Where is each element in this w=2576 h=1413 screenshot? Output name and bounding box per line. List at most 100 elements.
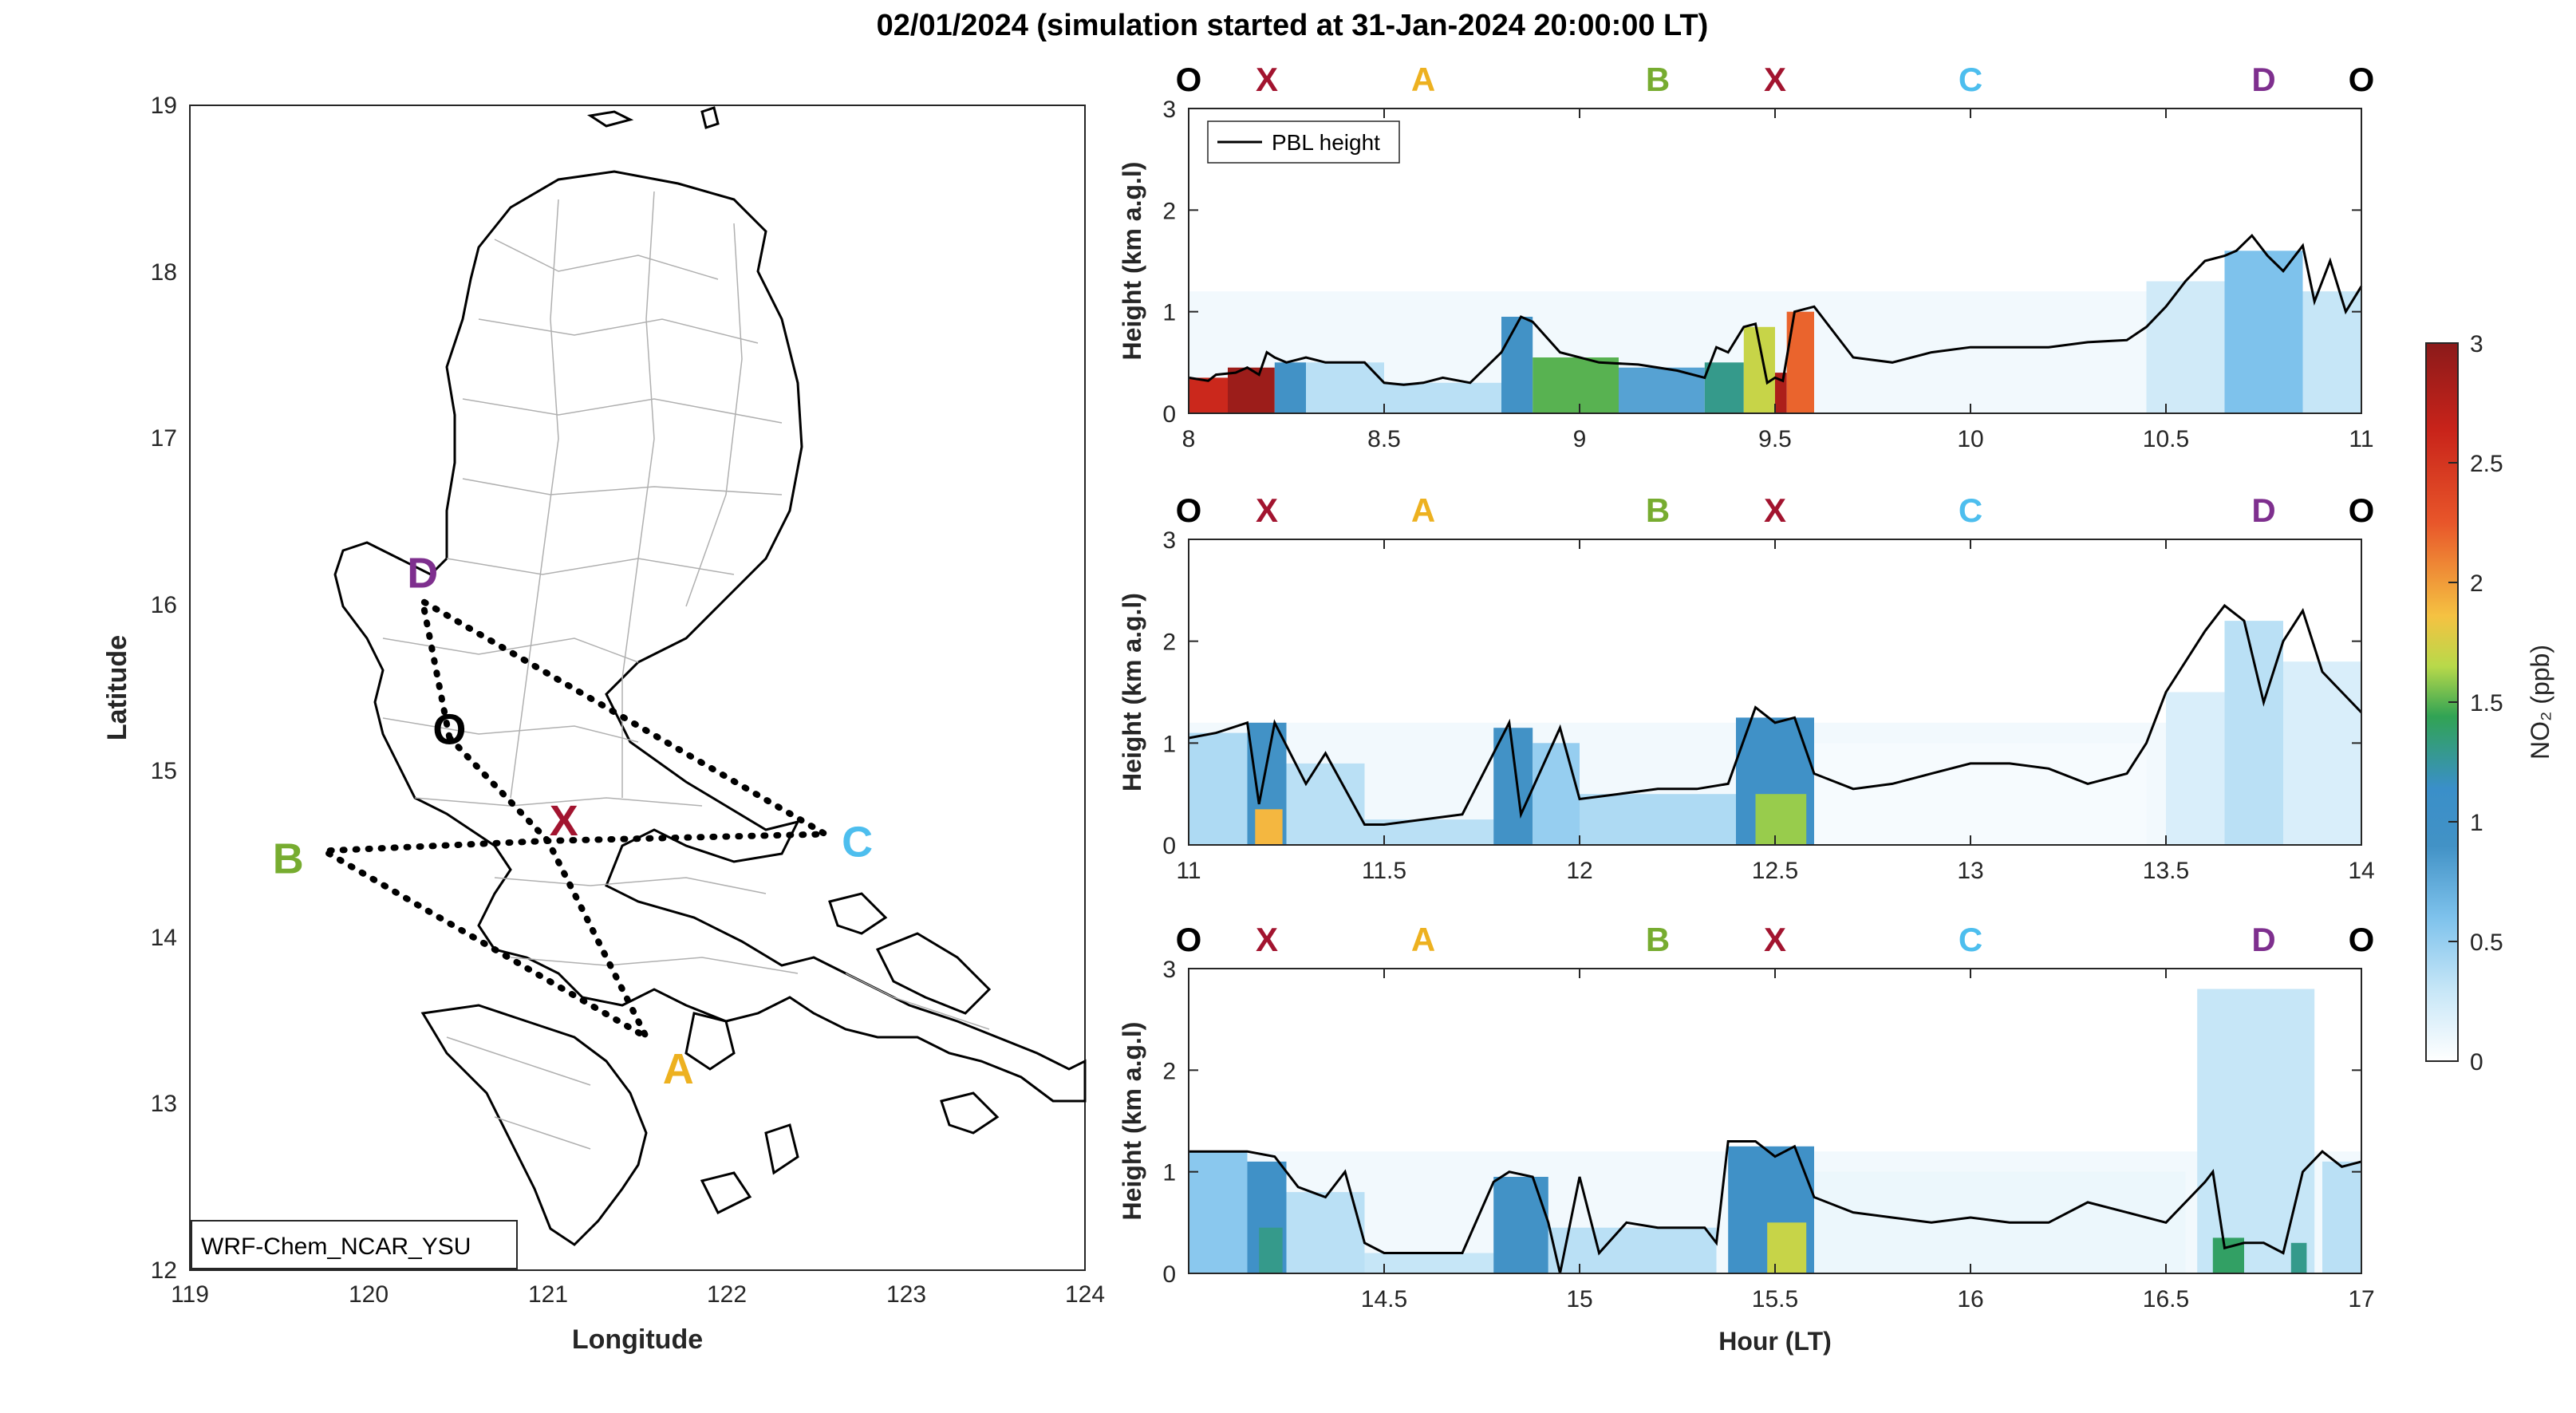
x-tick-label: 11.5 [1362,858,1406,884]
y-tick-label: 2 [1162,1058,1176,1084]
y-tick-label: 1 [1162,1160,1176,1186]
no2-cell [1189,377,1228,413]
map-ytick-label: 18 [151,259,177,286]
map-xticks: 119 120 121 122 123 124 [171,1281,1105,1308]
flight-track-line [313,594,837,1046]
model-label: WRF-Chem_NCAR_YSU [201,1233,471,1260]
pbl-height-line [1188,233,2363,386]
y-tick-label: 0 [1162,1261,1176,1288]
x-axis-label: Hour (LT) [1718,1327,1832,1356]
waypoint-label-x: X [1764,61,1786,98]
waypoint-label-b: B [1646,61,1670,98]
profile-panel-1: 8 8.5 9 9.5 10 10.5 11 0 1 2 3 Height (km a.g.l) O X A… [1118,61,2374,452]
x-tick-label: 13 [1957,858,1983,884]
map-ytick-label: 16 [151,592,177,618]
map-xtick-label: 124 [1065,1281,1105,1308]
no2-cell [1767,1222,1807,1273]
map-point-labels: O X A B C D [273,550,873,1094]
no2-cell [1814,1171,2186,1273]
y-tick-label: 3 [1162,957,1176,983]
waypoint-label-o: O [1176,61,1202,98]
waypoint-label-x: X [1256,921,1278,958]
colorbar-tick-label: 1.5 [2470,690,2503,716]
map-ytick-label: 17 [151,425,177,452]
colorbar: 0 0.5 1 1.5 2 2.5 3 NO₂ (ppb) [2425,331,2554,1076]
x-tick-label: 14 [2348,858,2374,884]
x-tick-label: 13.5 [2143,858,2189,884]
map-axes-box [189,105,1086,1271]
waypoint-label-a: A [1411,491,1435,529]
legend-label: PBL height [1272,130,1380,155]
no2-cell [1255,809,1283,845]
y-axis-label: Height (km a.g.l) [1118,593,1146,791]
x-tick-label: 12 [1566,858,1592,884]
x-tick-label: 12.5 [1752,858,1798,884]
x-tick-label: 10 [1957,426,1983,452]
waypoint-label-o: O [2349,491,2375,529]
map-xtick-label: 122 [707,1281,747,1308]
no2-cell [1286,763,1365,845]
colorbar-tick-label: 2.5 [2470,451,2503,477]
waypoint-label-c: C [1959,921,1982,958]
waypoint-label-c: C [1959,491,1982,529]
no2-cell [2283,661,2361,845]
waypoint-label-a: A [1411,921,1435,958]
map-point-label-d: D [407,550,438,598]
x-tick-label: 9.5 [1758,426,1792,452]
map-point-label-b: B [273,835,304,882]
no2-cell [1384,382,1501,413]
y-tick-label: 2 [1162,630,1176,656]
waypoint-label-o: O [2349,61,2375,98]
waypoint-label-x: X [1764,921,1786,958]
no2-cell [2224,251,2303,413]
waypoint-label-d: D [2251,491,2275,529]
no2-cell [2302,291,2361,413]
x-tick-label: 16 [1957,1286,1983,1312]
no2-cell [1364,1253,1494,1273]
map-ytick-label: 12 [151,1257,177,1284]
figure-title: 02/01/2024 (simulation started at 31-Jan… [877,9,1709,42]
y-tick-label: 2 [1162,198,1176,224]
no2-cell [1704,362,1744,413]
no2-cell [2224,621,2283,845]
map-yticks: 12 13 14 15 16 17 18 19 [151,93,177,1284]
map-ytick-label: 14 [151,925,177,951]
x-tick-label: 16.5 [2143,1286,2189,1312]
no2-cell [1501,317,1533,413]
no2-cell [2197,989,2315,1273]
colorbar-ticks: 0 0.5 1 1.5 2 2.5 3 [2448,331,2503,1076]
waypoint-label-o: O [2349,921,2375,958]
map-landmass [333,106,1087,1246]
pbl-height-line [1189,1140,2362,1274]
map-point-label-x: X [550,797,578,845]
map-point-label-a: A [663,1045,694,1093]
y-tick-label: 0 [1162,833,1176,859]
y-tick-label: 1 [1162,300,1176,326]
map-ytick-label: 15 [151,758,177,784]
no2-cell [1533,743,1580,845]
waypoint-label-d: D [2251,921,2275,958]
colorbar-tick-label: 3 [2470,331,2483,357]
waypoint-label-c: C [1959,61,1982,98]
waypoint-label-a: A [1411,61,1435,98]
colorbar-tick-label: 0 [2470,1049,2483,1076]
map-panel: O X A B C D 119 120 121 122 123 124 12 13 14 … [102,93,1105,1355]
waypoint-label-d: D [2251,61,2275,98]
map-xtick-label: 121 [528,1281,568,1308]
x-tick-label: 14.5 [1361,1286,1407,1312]
no2-cell [1548,1227,1717,1273]
map-point-label-c: C [842,819,873,866]
waypoint-label-o: O [1176,491,1202,529]
colorbar-label: NO₂ (ppb) [2526,645,2554,760]
map-xtick-label: 119 [171,1281,209,1308]
no2-cell [2322,1161,2361,1273]
x-tick-label: 8.5 [1367,426,1401,452]
no2-cell [1189,732,1248,845]
waypoint-label-b: B [1646,491,1670,529]
y-tick-label: 3 [1162,97,1176,123]
no2-cell [1775,373,1787,413]
no2-cell [2166,692,2225,845]
no2-cell [1533,357,1619,413]
x-tick-label: 11 [2349,426,2373,452]
